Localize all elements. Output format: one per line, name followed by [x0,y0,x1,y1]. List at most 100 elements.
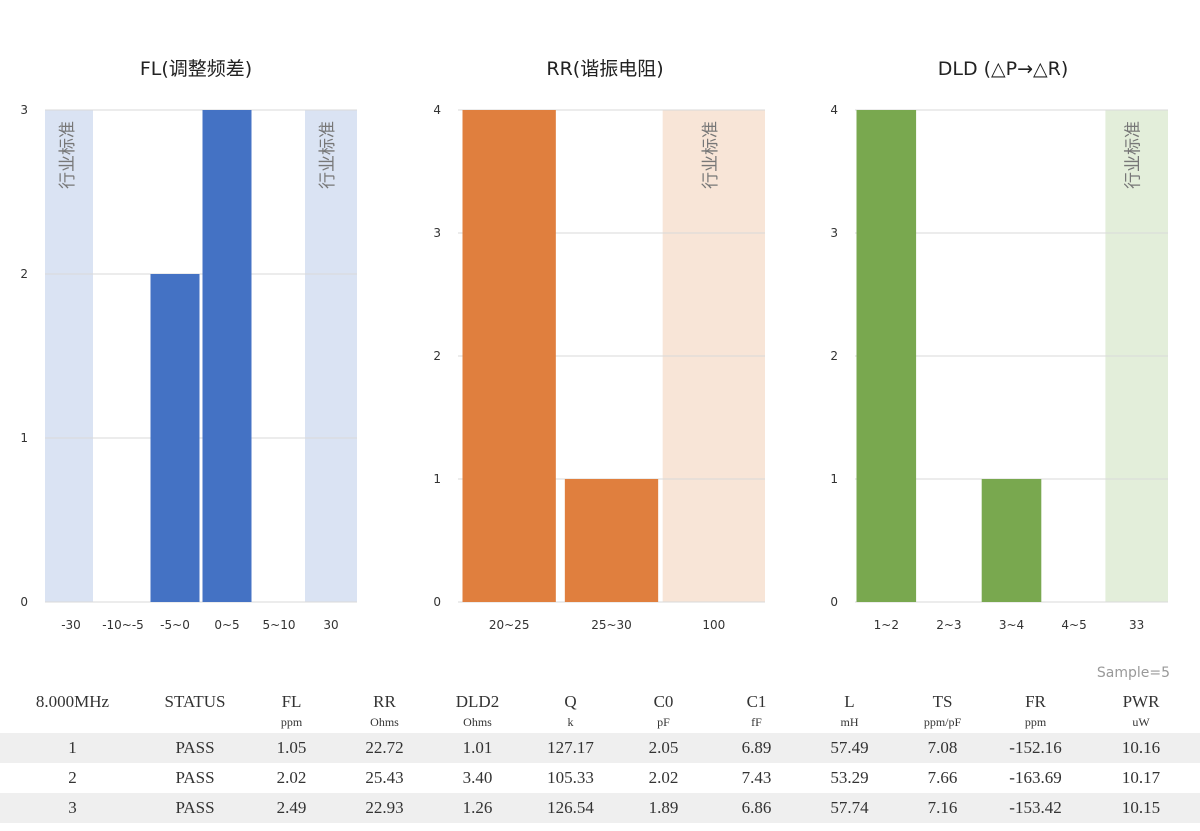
table-cell: 6.86 [710,793,803,823]
table-cell: 57.49 [803,733,896,763]
table-cell: 53.29 [830,768,869,787]
column-header: DLD2 Ohms [431,688,524,733]
y-tick-label: 1 [830,472,838,486]
standard-band-label: 行业标准 [1124,121,1144,189]
table-cell: -163.69 [1009,768,1062,787]
x-tick-label: 30 [323,618,338,632]
table-cell: PASS [145,733,245,763]
table-cell: 10.17 [1121,768,1161,787]
table-cell: 1.89 [617,793,710,823]
table-cell: 1 [0,733,145,763]
x-tick-label: 5~10 [263,618,296,632]
column-header: 8.000MHz [0,688,145,733]
standard-band-label: 行业标准 [701,121,721,189]
table-cell: -153.42 [989,793,1082,823]
column-header: PWR uW [1082,688,1200,733]
chart-title: RR(谐振电阻) [546,58,663,80]
x-tick-label: 3~4 [999,618,1024,632]
table-body: 1 PASS 1.05 22.72 1.01 127.17 2.05 6.89 57.49 7.0… [0,733,1200,823]
column-header-name: C0 [653,692,674,711]
table-cell: 7.66 [927,768,958,787]
y-tick-label: 3 [433,226,441,240]
table-cell: 1.26 [431,793,524,823]
bar [856,110,917,602]
x-tick-label: 20~25 [489,618,530,632]
chart-3: DLD (△P→△R) 行业标准 0 1 2 3 4 1~2 2~3 3~4 4~5 33 [830,58,1168,632]
x-tick-label: 25~30 [591,618,632,632]
table-cell: 25.43 [365,768,404,787]
x-tick-label: 33 [1129,618,1144,632]
table-cell: 22.72 [338,733,431,763]
column-header-name: FL [281,692,302,711]
x-tick-label: 4~5 [1061,618,1086,632]
column-header: FR ppm [989,688,1082,733]
y-tick-label: 1 [20,431,28,445]
column-header: RR Ohms [338,688,431,733]
column-header-name: DLD2 [455,692,500,711]
bar [981,479,1042,602]
bar [564,479,659,602]
column-header-unit: k [567,715,574,729]
table-cell: 126.54 [524,793,617,823]
y-tick-label: 3 [20,103,28,117]
table-row: 1 PASS 1.05 22.72 1.01 127.17 2.05 6.89 57.49 7.0… [0,733,1200,763]
x-tick-label: 100 [702,618,725,632]
column-header-unit: ppm/pF [923,715,962,729]
table-cell: 7.43 [741,768,772,787]
table-cell: PASS [145,793,245,823]
table-cell: 10.16 [1082,733,1200,763]
table-cell: 1.05 [245,733,338,763]
column-header: C0 pF [617,688,710,733]
y-tick-label: 3 [830,226,838,240]
x-tick-label: 2~3 [936,618,961,632]
table-cell: -152.16 [989,733,1082,763]
standard-band-label: 行业标准 [58,121,78,189]
column-header-name: PWR [1122,692,1160,711]
x-tick-label: -30 [61,618,81,632]
table-cell: 2.02 [648,768,679,787]
table-cell: 127.17 [524,733,617,763]
standard-band [305,110,357,602]
chart-title: FL(调整频差) [140,58,252,80]
y-tick-label: 4 [830,103,838,117]
column-header: FL ppm [245,688,338,733]
table-cell: 105.33 [547,768,594,787]
column-header: C1 fF [710,688,803,733]
table-row: 3 PASS 2.49 22.93 1.26 126.54 1.89 6.86 57.74 7.1… [0,793,1200,823]
x-tick-label: 0~5 [214,618,239,632]
y-tick-label: 0 [433,595,441,609]
y-tick-label: 2 [20,267,28,281]
x-tick-label: -10~-5 [102,618,144,632]
table-cell: 2.49 [245,793,338,823]
column-header-unit [0,713,145,733]
column-header-unit [145,713,245,733]
table-cell: 3 [0,793,145,823]
table-cell: 3.40 [462,768,493,787]
charts-canvas: FL(调整频差) 行业标准 行业标准 0 1 2 3 -30 -10~-5 -5~0 0~5 5~10… [20,58,1168,632]
table-cell: 1.01 [431,733,524,763]
table-cell: 57.74 [803,793,896,823]
y-tick-label: 4 [433,103,441,117]
column-header-unit: Ohms [370,715,399,729]
table-row: 2 PASS 2.02 25.43 3.40 105.33 2.02 7.43 53.29 7.6… [0,763,1200,793]
column-header-name: TS [932,692,953,711]
column-header-name: C1 [746,692,767,711]
y-tick-label: 0 [20,595,28,609]
chart-1: FL(调整频差) 行业标准 行业标准 0 1 2 3 -30 -10~-5 -5~0 0~5 5~10… [20,58,357,632]
column-header-name: RR [373,692,396,711]
column-header-unit: fF [751,715,762,729]
table-cell: 22.93 [338,793,431,823]
chart-2: RR(谐振电阻) 行业标准 0 1 2 3 4 20~25 25~30 100 [433,58,765,632]
y-tick-label: 0 [830,595,838,609]
column-header-name: L [844,692,855,711]
column-header-unit: pF [657,715,670,729]
standard-band-label: 行业标准 [318,121,338,189]
x-tick-label: 1~2 [874,618,899,632]
column-header-unit: Ohms [463,715,492,729]
y-tick-label: 2 [830,349,838,363]
bar [150,274,200,602]
